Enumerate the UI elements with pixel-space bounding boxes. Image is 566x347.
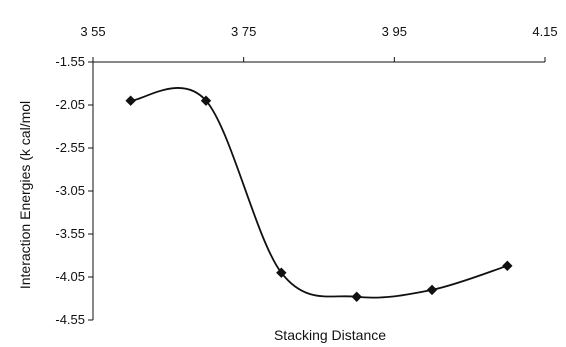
x-axis-title: Stacking Distance: [274, 327, 386, 343]
series-line: [130, 87, 508, 299]
data-point-marker: [426, 284, 438, 296]
y-tick-label: -2.55: [55, 140, 85, 155]
data-point-marker: [276, 267, 287, 278]
marker-group: [125, 95, 513, 302]
x-tick-label: 3 75: [231, 24, 256, 39]
y-tick-label: -4.55: [55, 312, 85, 327]
y-tick-label: -4.05: [55, 269, 85, 284]
data-point-marker: [502, 260, 513, 272]
x-tick-label: 3 55: [80, 24, 105, 39]
data-point-marker: [125, 95, 136, 106]
y-axis-title: Interaction Energies (k cal/mol: [17, 101, 33, 289]
data-point-marker: [351, 291, 362, 302]
data-point-marker: [200, 95, 212, 106]
x-tick-label: 3 95: [382, 24, 407, 39]
x-tick-label: 4.15: [532, 24, 557, 39]
y-tick-label: -1.55: [55, 54, 85, 69]
y-tick-label: -3.05: [55, 183, 85, 198]
y-tick-label: -3.55: [55, 226, 85, 241]
y-tick-group: -1.55 -2.05 -2.55 -3.05 -3.55 -4.05 -4.55: [55, 54, 93, 327]
series-group: [130, 87, 508, 299]
x-tick-group: 3 55 3 75 3 95 4.15: [80, 24, 558, 62]
y-tick-label: -2.05: [55, 97, 85, 112]
